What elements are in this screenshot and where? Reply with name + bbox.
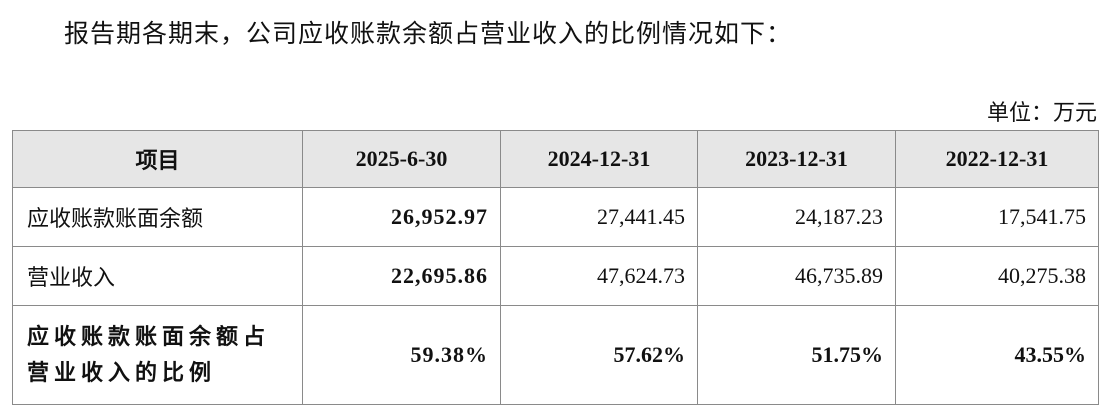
value-cell: 59.38% (302, 305, 501, 405)
intro-text: 报告期各期末，公司应收账款余额占营业收入的比例情况如下： (64, 21, 793, 48)
unit-label: 单位：万元 (986, 100, 1097, 125)
row-label: 应收账款账面余额占营业收入的比例 (12, 305, 303, 405)
value-cell: 24,187.23 (697, 187, 896, 247)
value-cell: 51.75% (697, 305, 896, 405)
header-cell: 项目 (12, 130, 303, 188)
table-row: 营业收入 22,695.86 47,624.73 46,735.89 40,275.38 (12, 246, 1099, 306)
value-cell: 47,624.73 (500, 246, 698, 306)
header-cell: 2023-12-31 (697, 130, 896, 188)
value-cell: 26,952.97 (302, 187, 501, 247)
header-row: 项目 2025-6-30 2024-12-31 2023-12-31 2022-12-3… (12, 130, 1099, 188)
table-body: 项目 2025-6-30 2024-12-31 2023-12-31 2022-12-3… (12, 130, 1099, 405)
value-cell: 17,541.75 (895, 187, 1099, 247)
header-cell: 2024-12-31 (500, 130, 698, 188)
data-table: 项目 2025-6-30 2024-12-31 2023-12-31 2022-12-3… (12, 130, 1099, 405)
row-label: 营业收入 (12, 246, 303, 306)
value-cell: 43.55% (895, 305, 1099, 405)
value-cell: 22,695.86 (302, 246, 501, 306)
value-cell: 27,441.45 (500, 187, 698, 247)
table-row: 应收账款账面余额 26,952.97 27,441.45 24,187.23 17,54… (12, 187, 1099, 247)
header-cell: 2022-12-31 (895, 130, 1099, 188)
value-cell: 40,275.38 (895, 246, 1099, 306)
header-cell: 2025-6-30 (302, 130, 501, 188)
table-row: 应收账款账面余额占营业收入的比例 59.38% 57.62% 51.75% 43.55% (12, 305, 1099, 405)
value-cell: 57.62% (500, 305, 698, 405)
row-label: 应收账款账面余额 (12, 187, 303, 247)
value-cell: 46,735.89 (697, 246, 896, 306)
